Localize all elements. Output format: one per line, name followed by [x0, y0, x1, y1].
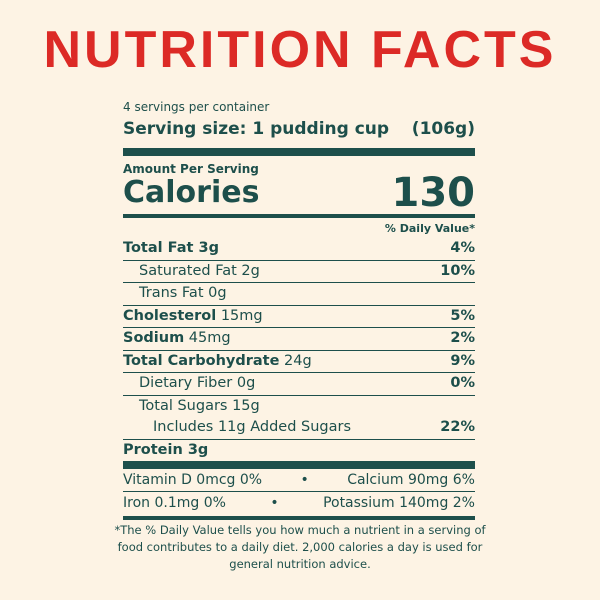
nutrient-name: Cholesterol — [123, 307, 217, 324]
nutrient: Total Fat 3g — [123, 238, 219, 260]
nutrient-rows: Total Fat 3g 4% Saturated Fat 2g 10% Trans F… — [123, 238, 475, 461]
nutrient-row: Total Sugars 15g — [123, 394, 475, 418]
daily-value: 9% — [450, 352, 475, 369]
amount-per-serving: Amount Per Serving — [123, 162, 259, 176]
nutrient-amount: 45mg — [188, 330, 231, 346]
nutrient-name: Saturated Fat 2g — [139, 262, 260, 279]
title: NUTRITION FACTS — [43, 21, 557, 79]
vitamin: Potassium 140mg 2% — [323, 495, 475, 511]
divider — [123, 516, 475, 520]
nutrient-amount: 24g — [284, 352, 312, 369]
calories: Calories 130 — [123, 170, 476, 216]
nutrient-row: Sodium 45mg 2% — [123, 327, 475, 350]
calories-label: Calories — [123, 175, 260, 210]
divider — [123, 461, 475, 469]
divider — [123, 148, 475, 156]
nutrient-row: Protein 3g — [123, 438, 475, 462]
serving-size: Serving size: 1 pudding cup (106g) — [123, 116, 475, 142]
nutrient-name: Total Sugars 15g — [139, 397, 260, 414]
divider — [123, 214, 475, 218]
nutrient: Sodium 45mg — [123, 328, 231, 350]
nutrient-name: Trans Fat 0g — [139, 285, 227, 301]
nutrient-name: Total Carbohydrate — [123, 352, 280, 369]
nutrient-row: Dietary Fiber 0g 0% — [123, 372, 475, 395]
serving-size-value: (106g) — [411, 119, 475, 139]
serving-size-label: Serving size: 1 pudding cup — [123, 119, 390, 139]
nutrient-row: Cholesterol 15mg 5% — [123, 304, 475, 328]
nutrient: Total Sugars 15g — [123, 396, 260, 418]
vitamin: Calcium 90mg 6% — [347, 472, 475, 488]
vitamin-rows: Vitamin D 0mcg 0% • Calcium 90mg 6% Iron 0.… — [123, 469, 475, 514]
vitamin: Vitamin D 0mcg 0% — [123, 472, 263, 488]
separator-dot: • — [300, 472, 309, 488]
footnote: *The % Daily Value tells you how much a … — [114, 523, 486, 571]
nutrient: Cholesterol 15mg — [123, 306, 263, 328]
vitamin-row: Vitamin D 0mcg 0% • Calcium 90mg 6% — [123, 469, 475, 491]
nutrient-name: Total Fat 3g — [123, 240, 219, 256]
daily-value: 4% — [450, 240, 475, 256]
daily-value-header: % Daily Value* — [384, 222, 475, 235]
nutrient: Total Carbohydrate 24g — [123, 351, 312, 373]
daily-value: 5% — [450, 307, 475, 324]
nutrient-amount: 15mg — [220, 307, 263, 324]
nutrient-row: Trans Fat 0g — [123, 282, 475, 305]
nutrient-name: Sodium — [123, 330, 185, 346]
nutrient-name: Dietary Fiber 0g — [139, 375, 256, 391]
nutrient: Saturated Fat 2g — [123, 261, 260, 283]
nutrient-row: Total Carbohydrate 24g 9% — [123, 349, 475, 373]
nutrient: Trans Fat 0g — [123, 283, 227, 305]
nutrient-name: Includes 11g Added Sugars — [153, 419, 352, 435]
nutrition-label: 4 servings per container Serving size: 1… — [123, 98, 475, 522]
nutrient-row: Saturated Fat 2g 10% — [123, 259, 475, 283]
nutrient: Dietary Fiber 0g — [123, 373, 255, 395]
servings: 4 servings per container — [123, 100, 270, 114]
daily-value: 2% — [450, 330, 475, 346]
nutrient-row: Total Fat 3g 4% — [123, 238, 475, 260]
daily-value: 0% — [450, 375, 475, 391]
vitamin: Iron 0.1mg 0% — [123, 495, 226, 511]
separator-dot: • — [270, 495, 279, 511]
calories-value: 130 — [391, 170, 476, 216]
nutrient: Protein 3g — [123, 440, 208, 462]
vitamin-row: Iron 0.1mg 0% • Potassium 140mg 2% — [123, 491, 475, 514]
nutrient-row: Includes 11g Added Sugars 22% — [123, 417, 475, 439]
daily-value: 10% — [440, 262, 475, 279]
nutrient: Includes 11g Added Sugars — [123, 417, 351, 439]
nutrient-name: Protein 3g — [123, 441, 209, 458]
daily-value: 22% — [440, 419, 475, 435]
